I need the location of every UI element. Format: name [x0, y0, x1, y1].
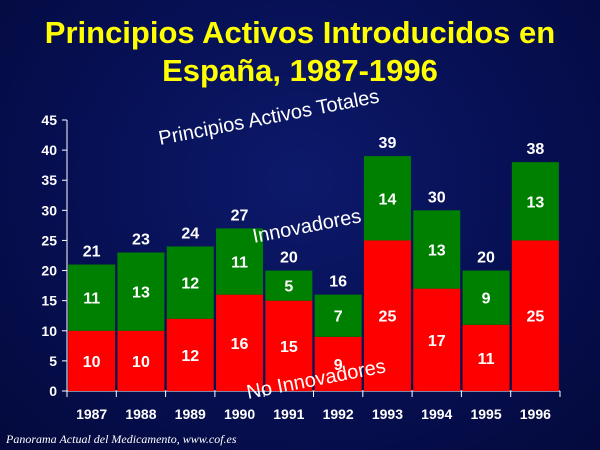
bar-no-innovadores — [68, 330, 116, 391]
y-tick-label: 15 — [41, 293, 57, 309]
label-no-innovadores: 12 — [181, 348, 199, 365]
annotation-totales: Principios Activos Totales — [157, 86, 381, 150]
y-tick-label: 35 — [41, 172, 57, 188]
label-innovadores: 13 — [428, 242, 446, 259]
x-tick-label: 1993 — [372, 406, 403, 422]
label-total: 20 — [477, 250, 495, 267]
bar-innovadores — [265, 270, 313, 301]
bar-innovadores — [511, 162, 559, 241]
data-labels: 10 11 21 10 13 23 12 12 24 16 11 27 15 5 20 9 7 16 25 14 39 1… — [83, 135, 545, 374]
label-no-innovadores: 25 — [526, 309, 544, 326]
x-tick-label: 1992 — [323, 406, 354, 422]
axes: 0 5 10 15 20 25 30 35 40 45 1987 1988 1989 1990 1991 19… — [41, 112, 561, 422]
bar-no-innovadores — [265, 300, 313, 391]
label-innovadores: 9 — [482, 291, 491, 308]
x-tick-label: 1990 — [224, 406, 255, 422]
label-no-innovadores: 16 — [231, 336, 249, 353]
bar-innovadores — [117, 252, 165, 331]
bars — [68, 156, 559, 391]
label-no-innovadores: 10 — [83, 354, 101, 371]
x-tick-label: 1987 — [76, 406, 107, 422]
label-total: 20 — [280, 250, 298, 267]
label-innovadores: 13 — [526, 194, 544, 211]
label-no-innovadores: 25 — [379, 309, 397, 326]
label-innovadores: 12 — [181, 276, 199, 293]
title-line-1: Principios Activos Introducidos en — [44, 15, 556, 50]
label-no-innovadores: 11 — [478, 351, 495, 368]
x-tick-label: 1989 — [175, 406, 206, 422]
label-innovadores: 11 — [83, 291, 100, 308]
y-tick-label: 45 — [41, 112, 57, 128]
bar-innovadores — [462, 270, 510, 325]
label-total: 21 — [83, 244, 101, 261]
title-line-2: España, 1987-1996 — [162, 53, 438, 88]
x-tick-label: 1996 — [520, 406, 551, 422]
annotation-innovadores: Innovadores — [251, 205, 363, 248]
chart-title: Principios Activos Introducidos en Españ… — [0, 14, 600, 90]
bar-innovadores — [413, 210, 461, 289]
bar-no-innovadores — [216, 294, 264, 391]
bar-no-innovadores — [117, 330, 165, 391]
label-total: 38 — [526, 141, 544, 158]
label-innovadores: 11 — [231, 255, 248, 272]
y-tick-label: 10 — [41, 323, 57, 339]
label-no-innovadores: 15 — [280, 339, 298, 356]
bar-innovadores — [363, 156, 411, 241]
x-tick-label: 1994 — [421, 406, 452, 422]
x-tick-label: 1991 — [273, 406, 304, 422]
x-tick-label: 1995 — [470, 406, 501, 422]
y-tick-label: 0 — [49, 383, 57, 399]
y-tick-label: 40 — [41, 142, 57, 158]
x-tick-label: 1988 — [125, 406, 156, 422]
label-innovadores: 14 — [379, 191, 397, 208]
bar-no-innovadores — [511, 240, 559, 391]
bar-innovadores — [314, 294, 362, 337]
label-total: 30 — [428, 189, 446, 206]
label-total: 24 — [181, 225, 199, 242]
bar-innovadores — [166, 246, 214, 319]
label-total: 23 — [132, 231, 150, 248]
label-innovadores: 13 — [132, 285, 150, 302]
bar-innovadores — [68, 264, 116, 331]
label-innovadores: 5 — [284, 279, 293, 296]
label-total: 39 — [379, 135, 397, 152]
label-total: 16 — [329, 274, 347, 291]
y-tick-label: 5 — [49, 353, 57, 369]
bar-no-innovadores — [166, 318, 214, 391]
bar-no-innovadores — [413, 288, 461, 391]
label-no-innovadores: 10 — [132, 354, 150, 371]
label-innovadores: 7 — [334, 309, 343, 326]
y-tick-label: 30 — [41, 202, 57, 218]
bar-no-innovadores — [462, 324, 510, 391]
bar-no-innovadores — [363, 240, 411, 391]
y-tick-label: 20 — [41, 263, 57, 279]
bar-innovadores — [216, 228, 264, 295]
bar-no-innovadores — [314, 336, 362, 391]
label-total: 27 — [231, 207, 249, 224]
label-no-innovadores: 9 — [334, 357, 343, 374]
y-tick-label: 25 — [41, 232, 57, 248]
source-citation: Panorama Actual del Medicamento, www.cof… — [6, 432, 237, 446]
label-no-innovadores: 17 — [428, 333, 446, 350]
